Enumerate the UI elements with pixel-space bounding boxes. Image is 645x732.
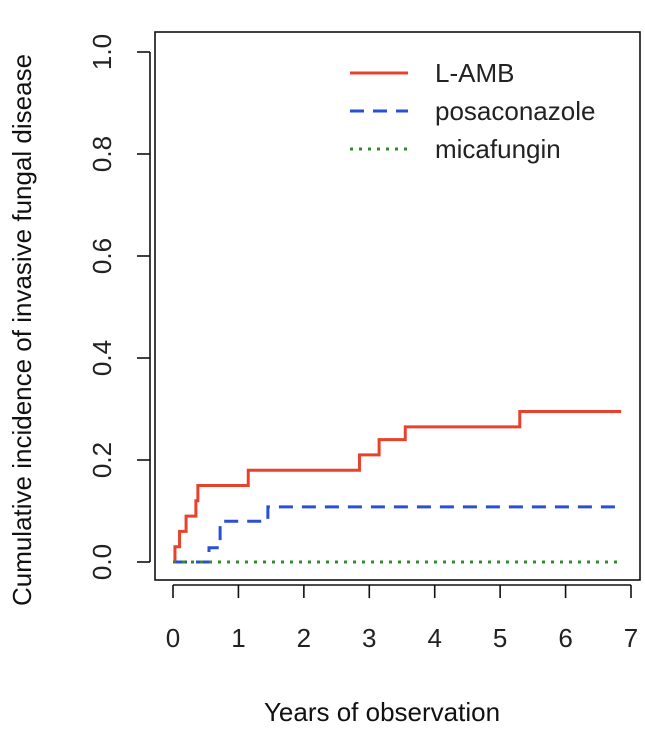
legend-label-micafungin: micafungin — [435, 134, 561, 164]
x-tick-label: 7 — [624, 623, 638, 653]
x-axis-label: Years of observation — [264, 697, 500, 727]
y-axis: 0.0 0.2 0.4 0.6 0.8 1.0 — [87, 34, 151, 580]
x-tick-label: 0 — [166, 623, 180, 653]
y-axis-label: Cumulative incidence of invasive fungal … — [7, 54, 37, 606]
y-tick-label: 0.0 — [87, 544, 117, 580]
x-tick-label: 5 — [493, 623, 507, 653]
x-tick-label: 4 — [427, 623, 441, 653]
series-layer — [173, 410, 622, 564]
x-tick-label: 3 — [362, 623, 376, 653]
legend: L-AMB posaconazole micafungin — [350, 58, 595, 164]
y-tick-label: 1.0 — [87, 34, 117, 70]
x-tick-label: 6 — [558, 623, 572, 653]
y-tick-label: 0.6 — [87, 238, 117, 274]
x-axis: 0 1 2 3 4 5 6 7 — [166, 584, 638, 653]
x-tick-label: 1 — [231, 623, 245, 653]
series-line-posaconazole — [173, 505, 622, 564]
y-tick-label: 0.2 — [87, 442, 117, 478]
series-line-l-amb — [173, 410, 622, 564]
legend-label-l-amb: L-AMB — [435, 58, 514, 88]
plot-frame — [154, 31, 641, 581]
y-tick-label: 0.8 — [87, 136, 117, 172]
y-tick-label: 0.4 — [87, 340, 117, 376]
x-tick-label: 2 — [297, 623, 311, 653]
legend-label-posaconazole: posaconazole — [435, 96, 595, 126]
